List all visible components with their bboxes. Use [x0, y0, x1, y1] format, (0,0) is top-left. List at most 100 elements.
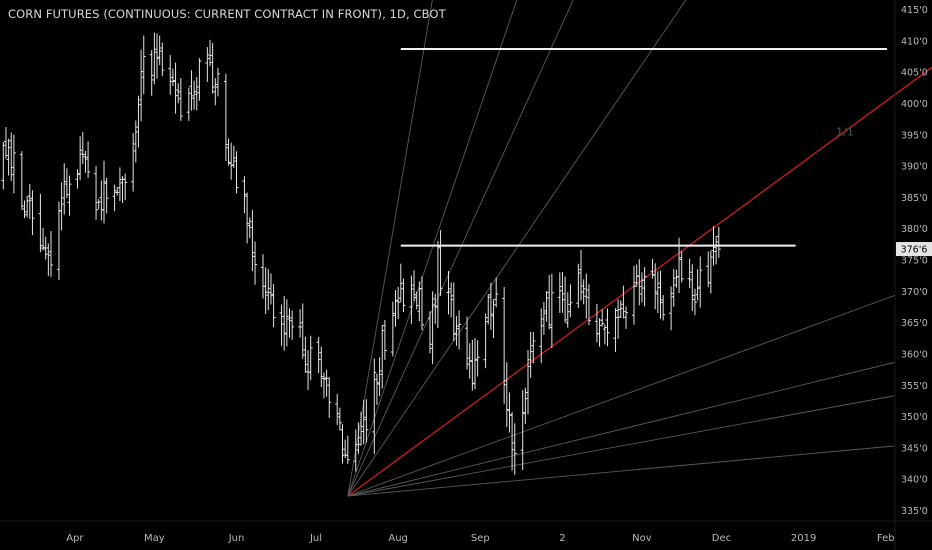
price-axis[interactable]: 415'0 410'0 405'0 400'0 395'0 390'0 385'0 380'0…	[901, 5, 928, 517]
gann-fan-line[interactable]	[347, 0, 687, 497]
time-tick-label: Apr	[66, 533, 84, 544]
ohlc-bar	[435, 240, 440, 329]
ohlc-bar	[412, 270, 417, 302]
gann-fan-line[interactable]	[347, 0, 433, 497]
ohlc-bar	[43, 236, 48, 260]
gann-fan-line[interactable]	[347, 66, 932, 497]
gann-fan-line[interactable]	[347, 395, 896, 497]
ohlc-bar	[581, 279, 586, 305]
gann-fan-line[interactable]	[347, 445, 896, 497]
ohlc-bar	[494, 277, 499, 308]
ohlc-bar	[353, 429, 358, 472]
gann-fan-line[interactable]	[347, 0, 574, 497]
ohlc-bar	[3, 127, 8, 159]
ohlc-bar	[687, 258, 692, 289]
ohlc-bar	[242, 176, 247, 214]
ohlc-bar	[677, 237, 682, 294]
ohlc-bar	[9, 132, 14, 181]
horizontal-lines	[400, 47, 887, 247]
price-tick-label: 385'0	[901, 193, 928, 204]
ohlc-bar	[372, 358, 377, 455]
gann-fan-line[interactable]	[347, 294, 896, 497]
ohlc-bar	[247, 217, 252, 238]
time-tick-label: Nov	[632, 533, 652, 544]
ohlc-bar	[491, 299, 496, 338]
gann-fan-line[interactable]	[347, 361, 896, 497]
ohlc-bar	[695, 269, 700, 301]
time-tick-label: Jun	[228, 533, 245, 544]
ohlc-bar	[271, 284, 276, 328]
ohlc-bar	[197, 58, 202, 101]
ohlc-bar	[38, 193, 43, 253]
ohlc-bar	[94, 166, 99, 220]
ohlc-bar	[364, 399, 369, 443]
ohlc-bar	[324, 369, 329, 397]
ohlc-bar	[75, 169, 80, 189]
ohlc-bar	[141, 35, 146, 95]
ohlc-bar	[46, 243, 51, 277]
ohlc-bar	[279, 304, 284, 346]
ohlc-bar	[303, 336, 308, 373]
ohlc-bar	[27, 183, 32, 219]
ohlc-bar	[642, 267, 647, 307]
ohlc-bar	[231, 145, 236, 169]
ohlc-bar	[597, 318, 602, 347]
ohlc-bar	[192, 80, 197, 110]
ohlc-bar	[1, 142, 6, 190]
ohlc-bar	[671, 268, 676, 307]
ohlc-bar	[19, 151, 24, 210]
ohlc-bar	[401, 278, 406, 313]
ohlc-bar	[139, 49, 144, 122]
ohlc-bar	[49, 231, 53, 278]
ohlc-bar	[586, 284, 591, 325]
ohlc-bar	[117, 167, 122, 202]
price-tick-label: 370'0	[901, 287, 928, 298]
ohlc-bar	[67, 175, 72, 216]
ohlc-bar	[531, 331, 536, 364]
ohlc-bar	[547, 275, 552, 330]
ohlc-bar	[268, 273, 273, 305]
ohlc-bar	[155, 33, 159, 79]
ohlc-bar	[356, 422, 361, 455]
price-tick-label: 345'0	[901, 443, 928, 454]
ohlc-bar	[316, 337, 321, 373]
time-tick-label: May	[144, 533, 165, 544]
ohlc-bar	[234, 151, 239, 194]
ohlc-bar	[22, 200, 27, 219]
ohlc-bar	[679, 250, 684, 283]
ohlc-bar	[433, 293, 438, 324]
ohlc-bar	[430, 291, 435, 365]
time-axis[interactable]: 2AprMayJunJulAugSep2NovDec2019Feb	[0, 533, 895, 544]
gann-fan-label: 1/1	[836, 125, 854, 138]
ohlc-bar	[692, 288, 697, 316]
ohlc-bar	[639, 272, 644, 303]
time-tick-label: Jul	[309, 533, 322, 544]
ohlc-bar	[632, 265, 636, 325]
ohlc-bar	[173, 62, 178, 114]
ohlc-bar	[520, 390, 525, 471]
ohlc-bar	[502, 286, 507, 404]
ohlc-bar	[157, 35, 162, 66]
ohlc-bar	[504, 362, 509, 428]
ohlc-bar	[308, 335, 313, 381]
gann-fan-line[interactable]	[347, 0, 518, 497]
ohlc-bar	[226, 138, 231, 166]
ohlc-bar	[382, 320, 387, 360]
price-tick-label: 400'0	[901, 99, 928, 110]
ohlc-bar	[102, 160, 106, 224]
ohlc-bar	[473, 337, 477, 390]
time-tick-label: Aug	[388, 533, 408, 544]
ohlc-bar	[600, 309, 605, 327]
ohlc-bar	[284, 299, 289, 347]
price-tick-label: 355'0	[901, 381, 928, 392]
ohlc-bar	[152, 32, 157, 85]
ohlc-bar	[250, 210, 255, 272]
ohlc-bar	[655, 271, 660, 314]
ohlc-bar	[510, 411, 515, 471]
ohlc-bar	[64, 168, 69, 198]
price-tick-label: 375'0	[901, 256, 928, 267]
ohlc-bar	[698, 256, 703, 308]
ohlc-bar	[186, 87, 191, 121]
